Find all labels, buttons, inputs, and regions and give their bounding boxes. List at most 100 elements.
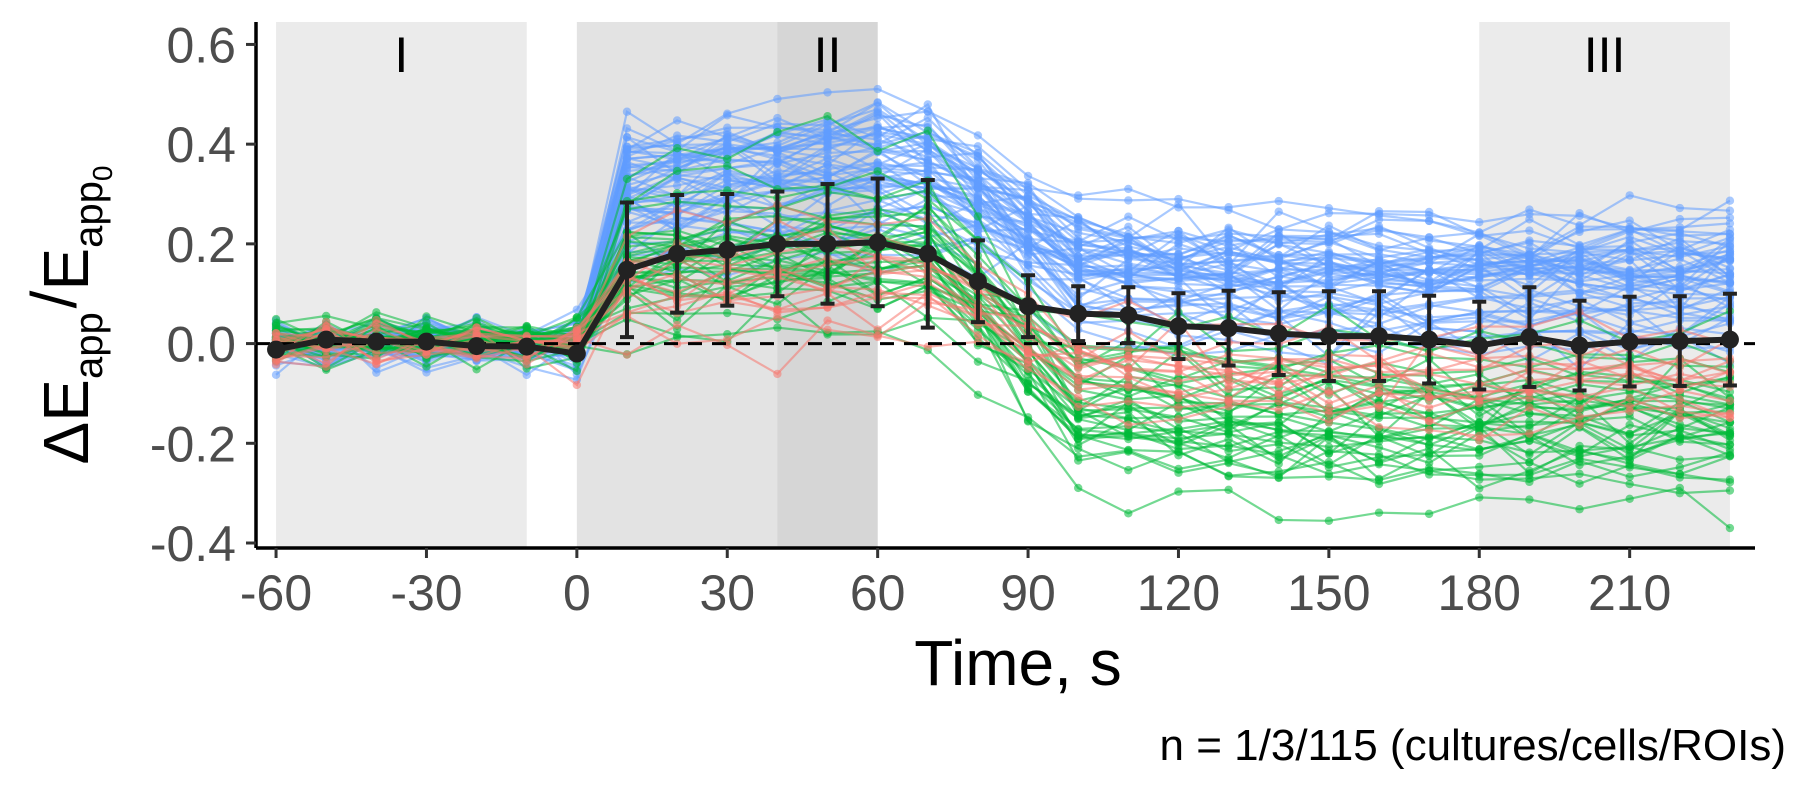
roi-point bbox=[1174, 394, 1183, 403]
roi-point bbox=[1525, 448, 1534, 457]
roi-point bbox=[1625, 420, 1634, 430]
roi-point bbox=[1675, 223, 1684, 232]
roi-point bbox=[1675, 473, 1684, 482]
roi-point bbox=[1274, 439, 1283, 449]
roi-point bbox=[1174, 424, 1183, 433]
roi-point bbox=[1575, 505, 1584, 514]
roi-point bbox=[1475, 292, 1484, 302]
roi-point bbox=[1575, 221, 1584, 230]
roi-point bbox=[1475, 228, 1484, 237]
roi-point bbox=[1575, 265, 1584, 274]
roi-point bbox=[1475, 484, 1484, 493]
mean-point bbox=[1470, 336, 1489, 355]
mean-point bbox=[567, 344, 586, 363]
roi-point bbox=[1625, 266, 1634, 275]
roi-point bbox=[1073, 263, 1083, 272]
roi-point bbox=[1374, 272, 1384, 282]
roi-point bbox=[1424, 253, 1434, 262]
roi-point bbox=[1424, 450, 1434, 459]
roi-point bbox=[1224, 230, 1233, 240]
roi-point bbox=[1324, 469, 1334, 479]
roi-point bbox=[1575, 285, 1584, 295]
roi-point bbox=[1023, 378, 1033, 388]
mean-point bbox=[668, 244, 687, 263]
roi-point bbox=[522, 370, 531, 380]
mean-point bbox=[517, 337, 536, 356]
roi-point bbox=[1575, 479, 1584, 488]
roi-point bbox=[1174, 203, 1183, 212]
roi-point bbox=[1073, 272, 1083, 281]
x-axis-title: Time, s bbox=[914, 627, 1121, 699]
mean-point bbox=[1169, 317, 1188, 336]
roi-point bbox=[1725, 225, 1735, 234]
roi-point bbox=[422, 312, 431, 321]
roi-point bbox=[873, 325, 882, 334]
roi-point bbox=[1625, 232, 1634, 242]
roi-point bbox=[1324, 259, 1334, 268]
roi-point bbox=[1174, 251, 1183, 260]
mean-point bbox=[1570, 336, 1589, 355]
roi-point bbox=[1424, 466, 1434, 475]
roi-point bbox=[773, 157, 782, 167]
mean-point bbox=[868, 233, 887, 252]
roi-point bbox=[271, 320, 281, 329]
mean-point bbox=[1720, 330, 1739, 349]
roi-point bbox=[1525, 250, 1534, 259]
y-label-subsub: 0 bbox=[87, 166, 118, 182]
roi-point bbox=[1224, 203, 1233, 212]
roi-point bbox=[672, 331, 682, 340]
roi-point bbox=[1274, 271, 1283, 281]
roi-point bbox=[773, 94, 782, 104]
roi-point bbox=[1525, 264, 1534, 274]
roi-point bbox=[823, 325, 832, 335]
roi-point bbox=[1675, 463, 1684, 472]
roi-point bbox=[622, 133, 632, 142]
roi-point bbox=[1525, 244, 1534, 253]
mean-point bbox=[1019, 297, 1038, 316]
roi-point bbox=[1174, 194, 1183, 204]
roi-point bbox=[1274, 232, 1283, 241]
roi-point bbox=[1475, 276, 1484, 285]
roi-point bbox=[1475, 399, 1484, 408]
roi-point bbox=[1124, 427, 1133, 437]
roi-point bbox=[773, 175, 782, 184]
roi-point bbox=[572, 313, 582, 322]
roi-point bbox=[1725, 429, 1735, 438]
roi-point bbox=[1625, 445, 1634, 454]
roi-point bbox=[923, 146, 932, 156]
mean-point bbox=[1269, 324, 1288, 343]
roi-point bbox=[372, 348, 381, 358]
roi-point bbox=[1274, 207, 1283, 216]
roi-point bbox=[1324, 446, 1334, 456]
roi-point bbox=[1725, 247, 1735, 257]
roi-point bbox=[1424, 395, 1434, 404]
roi-point bbox=[1324, 203, 1334, 213]
roi-point bbox=[1625, 406, 1634, 416]
roi-point bbox=[1725, 523, 1735, 533]
roi-point bbox=[321, 353, 331, 362]
roi-point bbox=[1073, 444, 1083, 453]
roi-line bbox=[275, 114, 1731, 467]
roi-point bbox=[672, 155, 682, 165]
roi-point bbox=[1324, 399, 1334, 408]
roi-point bbox=[1124, 273, 1133, 282]
mean-point bbox=[818, 234, 837, 253]
roi-point bbox=[1475, 462, 1484, 472]
roi-point bbox=[1475, 431, 1484, 441]
roi-point bbox=[1124, 222, 1133, 232]
roi-point bbox=[522, 354, 531, 363]
roi-point bbox=[1023, 217, 1033, 226]
roi-point bbox=[923, 107, 932, 116]
x-tick-label: 30 bbox=[699, 565, 755, 621]
roi-point bbox=[1174, 414, 1183, 424]
mean-point bbox=[267, 340, 286, 359]
roi-point bbox=[672, 116, 682, 125]
roi-point bbox=[1124, 345, 1133, 354]
roi-point bbox=[372, 354, 381, 364]
roi-point bbox=[1675, 407, 1684, 416]
roi-point bbox=[873, 332, 882, 342]
roi-point bbox=[1224, 397, 1233, 407]
roi-point bbox=[1174, 367, 1183, 377]
roi-point bbox=[1675, 414, 1684, 423]
roi-point bbox=[622, 107, 632, 116]
